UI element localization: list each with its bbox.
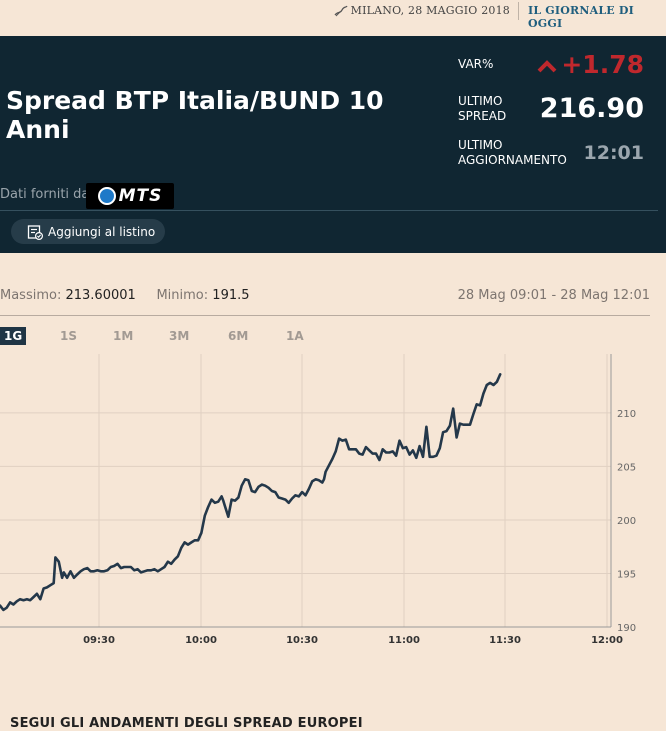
max-value: 213.60001 bbox=[65, 288, 136, 303]
updated-label-2: AGGIORNAMENTO bbox=[458, 153, 567, 167]
date-text: MILANO, 28 MAGGIO 2018 bbox=[350, 4, 510, 17]
paper-link[interactable]: IL GIORNALE DI OGGI bbox=[528, 4, 634, 30]
top-bar: MILANO, 28 MAGGIO 2018 IL GIORNALE DI OG… bbox=[0, 0, 666, 36]
top-separator bbox=[518, 2, 519, 20]
y-tick-label: 210 bbox=[617, 409, 636, 420]
stats-line: Massimo: 213.60001 Minimo: 191.5 bbox=[0, 288, 250, 303]
x-tick-label: 10:00 bbox=[185, 635, 217, 646]
x-tick-label: 09:30 bbox=[83, 635, 115, 646]
stats-rule bbox=[0, 315, 650, 316]
page-title: Spread BTP Italia/BUND 10 Anni bbox=[6, 86, 384, 144]
arrow-up-icon bbox=[537, 60, 557, 73]
max-label: Massimo: bbox=[0, 288, 62, 303]
edition-date: MILANO, 28 MAGGIO 2018 bbox=[334, 4, 510, 17]
tab-1m[interactable]: 1M bbox=[113, 329, 134, 343]
y-tick-label: 200 bbox=[617, 516, 636, 527]
last-spread-value: 216.90 bbox=[539, 93, 644, 124]
spread-line bbox=[0, 372, 502, 612]
mts-logo[interactable]: MTS bbox=[86, 183, 174, 209]
spread-chart: 190 195 200 205 210 09:30 10:00 10:30 11:00 11:30… bbox=[0, 354, 636, 646]
add-to-list-button[interactable]: Aggiungi al listino bbox=[11, 219, 165, 244]
pen-icon bbox=[334, 5, 348, 16]
last-spread-label-2: SPREAD bbox=[458, 109, 507, 123]
x-tick-label: 12:00 bbox=[591, 635, 623, 646]
tab-6m[interactable]: 6M bbox=[228, 329, 249, 343]
tab-3m[interactable]: 3M bbox=[169, 329, 190, 343]
var-value: +1.78 bbox=[561, 50, 644, 79]
y-tick-label: 190 bbox=[617, 623, 636, 634]
updated-label-1: ULTIMO bbox=[458, 138, 503, 152]
globe-icon bbox=[97, 187, 116, 205]
time-range: 28 Mag 09:01 - 28 Mag 12:01 bbox=[457, 288, 650, 303]
y-tick-label: 205 bbox=[617, 462, 636, 473]
provider-label: Dati forniti da bbox=[0, 187, 90, 202]
section-title: SEGUI GLI ANDAMENTI DEGLI SPREAD EUROPEI bbox=[10, 716, 363, 731]
x-tick-label: 11:30 bbox=[489, 635, 521, 646]
var-label: VAR% bbox=[458, 57, 494, 71]
min-value: 191.5 bbox=[212, 288, 250, 303]
tab-1s[interactable]: 1S bbox=[60, 329, 77, 343]
panel-divider bbox=[0, 210, 658, 211]
tab-1g[interactable]: 1G bbox=[0, 327, 27, 345]
x-tick-label: 10:30 bbox=[286, 635, 318, 646]
last-spread-label-1: ULTIMO bbox=[458, 94, 503, 108]
x-tick-label: 11:00 bbox=[388, 635, 420, 646]
y-tick-label: 195 bbox=[617, 569, 636, 580]
mts-logo-text: MTS bbox=[118, 186, 163, 206]
list-add-icon bbox=[27, 224, 43, 240]
quote-panel: Spread BTP Italia/BUND 10 Anni VAR% +1.7… bbox=[0, 36, 666, 253]
min-label: Minimo: bbox=[156, 288, 209, 303]
tab-1a[interactable]: 1A bbox=[286, 329, 304, 343]
updated-value: 12:01 bbox=[583, 142, 644, 164]
add-to-list-label: Aggiungi al listino bbox=[48, 224, 156, 239]
